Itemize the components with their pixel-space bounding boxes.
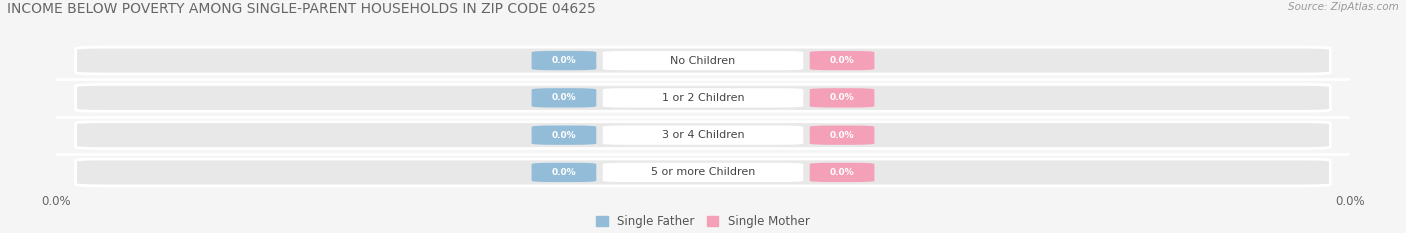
FancyBboxPatch shape (531, 126, 596, 145)
Text: 0.0%: 0.0% (830, 168, 855, 177)
Legend: Single Father, Single Mother: Single Father, Single Mother (596, 215, 810, 228)
FancyBboxPatch shape (810, 126, 875, 145)
FancyBboxPatch shape (531, 163, 596, 182)
FancyBboxPatch shape (603, 88, 803, 107)
FancyBboxPatch shape (603, 51, 803, 70)
FancyBboxPatch shape (810, 51, 875, 70)
Text: 1 or 2 Children: 1 or 2 Children (662, 93, 744, 103)
Text: 0.0%: 0.0% (551, 131, 576, 140)
FancyBboxPatch shape (76, 47, 1330, 74)
FancyBboxPatch shape (810, 88, 875, 107)
FancyBboxPatch shape (76, 159, 1330, 186)
FancyBboxPatch shape (531, 51, 596, 70)
Text: 0.0%: 0.0% (551, 168, 576, 177)
Text: 0.0%: 0.0% (830, 93, 855, 102)
Text: INCOME BELOW POVERTY AMONG SINGLE-PARENT HOUSEHOLDS IN ZIP CODE 04625: INCOME BELOW POVERTY AMONG SINGLE-PARENT… (7, 2, 596, 16)
FancyBboxPatch shape (810, 163, 875, 182)
Text: No Children: No Children (671, 56, 735, 65)
FancyBboxPatch shape (76, 122, 1330, 149)
Text: Source: ZipAtlas.com: Source: ZipAtlas.com (1288, 2, 1399, 12)
FancyBboxPatch shape (531, 88, 596, 107)
Text: 5 or more Children: 5 or more Children (651, 168, 755, 177)
Text: 0.0%: 0.0% (830, 131, 855, 140)
Text: 3 or 4 Children: 3 or 4 Children (662, 130, 744, 140)
Text: 0.0%: 0.0% (830, 56, 855, 65)
FancyBboxPatch shape (603, 126, 803, 145)
Text: 0.0%: 0.0% (551, 93, 576, 102)
Text: 0.0%: 0.0% (551, 56, 576, 65)
FancyBboxPatch shape (76, 84, 1330, 111)
FancyBboxPatch shape (603, 163, 803, 182)
